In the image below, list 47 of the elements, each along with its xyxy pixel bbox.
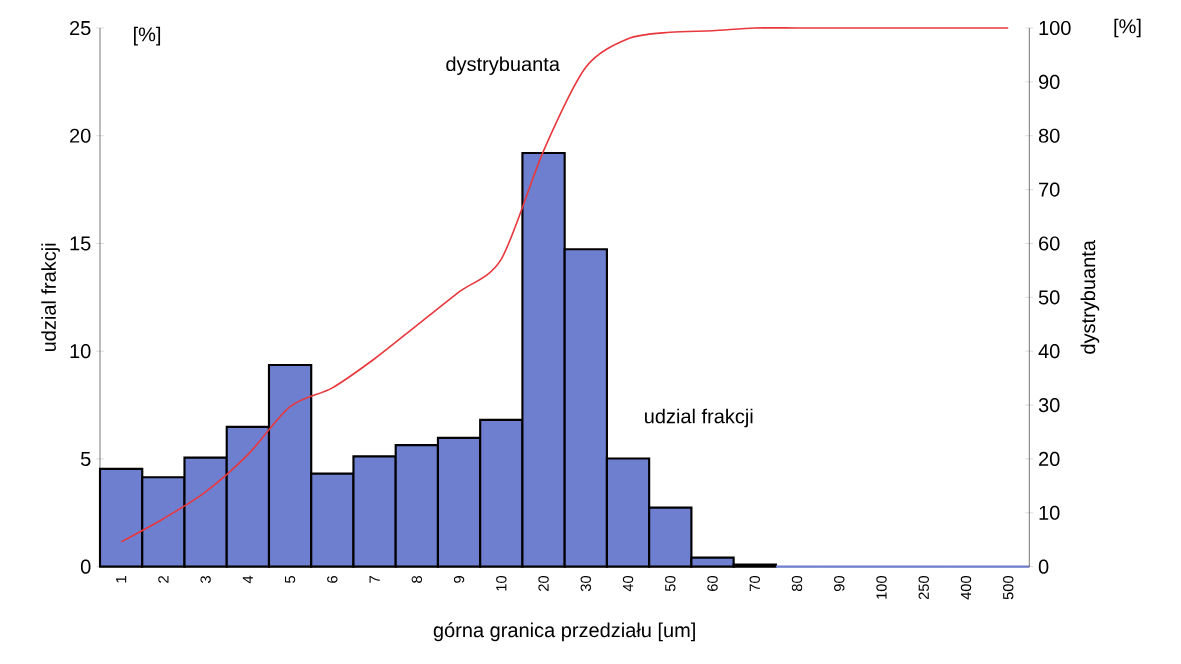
x-tick-label: 60 bbox=[707, 575, 718, 591]
x-tick-label: 6 bbox=[327, 576, 338, 583]
x-tick-label: 50 bbox=[665, 575, 676, 592]
text: [%] bbox=[1114, 18, 1141, 38]
y2-tick-label: 60 bbox=[1039, 236, 1060, 251]
x-tick-label: 20 bbox=[538, 575, 549, 591]
y2-tick-label: 30 bbox=[1038, 397, 1060, 413]
y2-tick-label: 40 bbox=[1038, 344, 1060, 359]
y2-tick-label: 70 bbox=[1039, 182, 1060, 197]
x-tick-label: 400 bbox=[960, 575, 972, 600]
x-tick-label: 40 bbox=[622, 575, 634, 592]
series-label: udzial frakcji bbox=[645, 408, 753, 428]
x-tick-label: 1 bbox=[116, 576, 127, 583]
line-series bbox=[120, 27, 1010, 543]
y-tick-label: 5 bbox=[80, 451, 91, 466]
x-tick-label: 80 bbox=[791, 575, 803, 592]
y2-tick-label: 50 bbox=[1038, 290, 1060, 305]
y2-tick-label: 10 bbox=[1039, 505, 1060, 520]
y2-tick-label: 90 bbox=[1039, 74, 1060, 89]
y-tick-label: 0 bbox=[80, 559, 91, 574]
y-tick-label: 25 bbox=[70, 20, 91, 36]
y2-tick-label: 100 bbox=[1039, 20, 1071, 36]
series-label: dystrybuanta bbox=[446, 56, 560, 76]
x-tick-label: 70 bbox=[749, 575, 760, 591]
y2-tick-label: 0 bbox=[1038, 559, 1049, 574]
x-tick-label: 4 bbox=[242, 575, 253, 584]
y-tick-label: 15 bbox=[70, 236, 91, 251]
y2-tick-label: 20 bbox=[1039, 451, 1060, 467]
x-tick-label: 30 bbox=[580, 575, 591, 592]
x-tick-label: 10 bbox=[496, 575, 507, 591]
y-tick-label: 10 bbox=[70, 344, 91, 359]
x-tick-label: 2 bbox=[158, 576, 169, 583]
x-tick-label: 3 bbox=[200, 576, 211, 583]
y-axis-title: udzial frakcji bbox=[41, 243, 60, 352]
x-axis-title: górna granica przedziału [um] bbox=[433, 622, 695, 642]
x-tick-label: 9 bbox=[453, 576, 465, 583]
x-tick-label: 8 bbox=[411, 576, 423, 583]
annotation: [%] bbox=[134, 26, 161, 46]
x-tick-label: 500 bbox=[1003, 575, 1014, 600]
x-tick-label: 100 bbox=[876, 575, 887, 599]
y2-tick-label: 80 bbox=[1038, 128, 1060, 143]
y2-axis-title: dystrybuanta bbox=[1080, 240, 1100, 354]
x-tick-label: 250 bbox=[918, 575, 929, 600]
x-tick-label: 5 bbox=[284, 576, 296, 583]
x-tick-label: 90 bbox=[834, 575, 845, 591]
x-tick-label: 7 bbox=[369, 576, 380, 583]
y-tick-label: 20 bbox=[70, 128, 91, 143]
